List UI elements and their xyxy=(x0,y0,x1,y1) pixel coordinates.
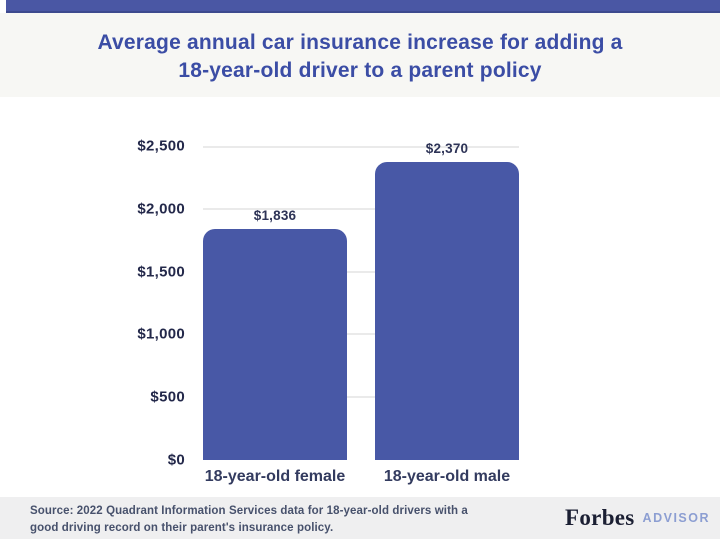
title-band: Average annual car insurance increase fo… xyxy=(0,13,720,97)
bar-slot: $2,370 18-year-old male xyxy=(375,141,519,485)
y-tick-label: $500 xyxy=(150,388,185,406)
bar-slot: $1,836 18-year-old female xyxy=(203,146,347,485)
y-tick-label: $1,000 xyxy=(137,325,185,343)
x-category-label: 18-year-old male xyxy=(383,468,511,485)
gridline xyxy=(203,207,519,210)
gridline xyxy=(203,270,519,273)
top-accent-strip xyxy=(6,0,720,13)
source-note-line1: Source: 2022 Quadrant Information Servic… xyxy=(30,505,468,517)
plot-area: $0 $500 $1,000 $1,500 $2,000 $2,500 $1,836 18-y… xyxy=(137,138,519,485)
y-tick-label: $1,500 xyxy=(137,263,185,281)
gridline xyxy=(203,146,519,148)
bar-value-label: $1,836 xyxy=(253,208,297,223)
bar-value-label: $2,370 xyxy=(425,141,469,156)
bar-18-year-old-male xyxy=(375,162,519,460)
advisor-wordmark: ADVISOR xyxy=(642,511,710,525)
x-category-label: 18-year-old female xyxy=(204,468,346,485)
y-tick-label: $2,000 xyxy=(137,200,185,218)
chart-title-line1: Average annual car insurance increase fo… xyxy=(97,31,623,54)
forbes-wordmark: Forbes xyxy=(565,505,635,530)
gridline xyxy=(203,396,519,399)
source-note-line2: good driving record on their parent's in… xyxy=(30,522,334,534)
chart-title-line2: 18-year-old driver to a parent policy xyxy=(178,59,542,82)
source-note: Source: 2022 Quadrant Information Servic… xyxy=(30,503,468,537)
y-tick-label: $2,500 xyxy=(137,137,185,155)
bar-18-year-old-female xyxy=(203,229,347,460)
forbes-advisor-logo: Forbes ADVISOR xyxy=(565,505,710,531)
footer-band: Source: 2022 Quadrant Information Servic… xyxy=(0,497,720,539)
y-tick-label: $0 xyxy=(167,451,185,469)
gridline xyxy=(203,333,519,336)
